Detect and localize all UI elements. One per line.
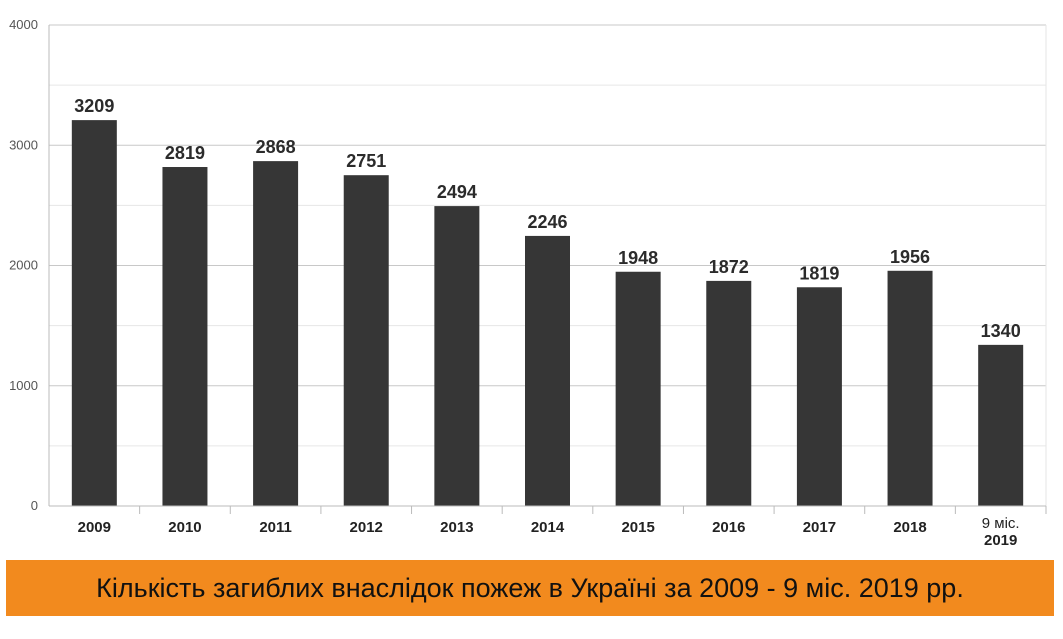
x-tick-label-line: 2019: [984, 532, 1017, 549]
x-tick-label: 2013: [440, 519, 473, 536]
data-label: 1819: [799, 263, 839, 283]
data-label: 1340: [981, 321, 1021, 341]
x-tick-label: 2010: [168, 519, 201, 536]
bar-chart: 0 1000 2000 3000 4000 3209 2009 2819 2010 2868 201…: [9, 17, 1047, 549]
bar: [343, 175, 389, 506]
bar: [706, 280, 752, 506]
data-label: 1872: [709, 257, 749, 277]
bar: [253, 161, 299, 507]
chart-title: Кількість загиблих внаслідок пожеж в Укр…: [96, 572, 964, 603]
x-tick-label: 2011: [259, 519, 292, 536]
data-label: 2751: [346, 151, 386, 171]
data-label: 2494: [437, 182, 477, 202]
bar: [525, 235, 570, 506]
bar: [978, 344, 1024, 506]
y-tick-label: 1000: [9, 378, 38, 393]
chart-title-banner: Кількість загиблих внаслідок пожеж в Укр…: [6, 560, 1054, 616]
x-tick-label: 2017: [803, 519, 836, 536]
x-tick-label: 2016: [712, 519, 745, 536]
x-tick-label: 2018: [893, 519, 926, 536]
x-tick-label: 2015: [621, 519, 654, 536]
chart-canvas: 0 1000 2000 3000 4000 3209 2009 2819 2010 2868 201…: [9, 17, 1047, 549]
data-label: 1948: [618, 248, 658, 268]
y-tick-label: 3000: [9, 137, 38, 152]
data-label: 2819: [165, 143, 205, 163]
bar: [796, 287, 842, 506]
bar: [434, 206, 480, 506]
bar: [71, 120, 117, 507]
x-tick-label: 2014: [531, 519, 565, 536]
x-tick-label-line: 9 міс.: [982, 515, 1020, 532]
data-label: 2868: [256, 137, 296, 157]
bar: [162, 167, 208, 506]
bar: [887, 270, 933, 506]
data-label: 1956: [890, 247, 930, 267]
data-label: 3209: [74, 96, 114, 116]
bar: [615, 271, 661, 506]
x-tick-label: 2009: [78, 519, 111, 536]
y-tick-label: 0: [31, 498, 38, 513]
x-tick-label: 9 міс. 2019: [982, 515, 1020, 549]
x-tick-label: 2012: [350, 519, 383, 536]
y-tick-label: 2000: [9, 258, 38, 273]
data-label: 2246: [527, 212, 567, 232]
y-tick-label: 4000: [9, 17, 38, 32]
